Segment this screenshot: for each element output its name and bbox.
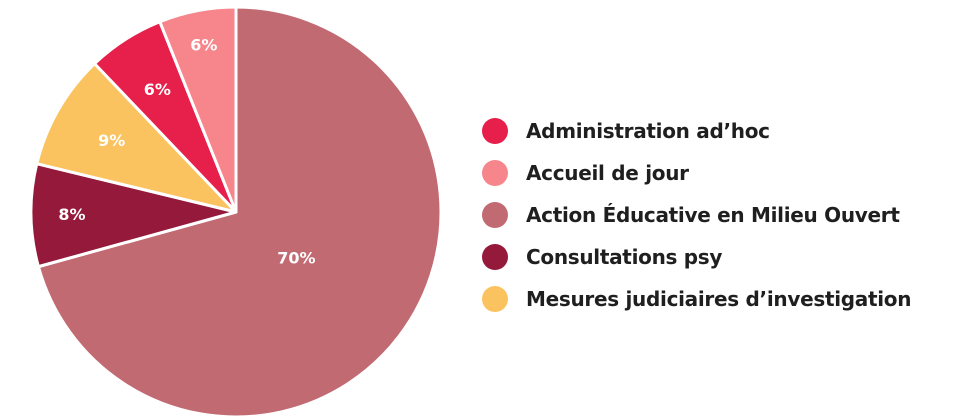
legend-item: Accueil de jour (482, 152, 911, 194)
slice-value-label: 6% (190, 35, 217, 54)
pie-slice (35, 62, 238, 214)
legend-label: Consultations psy (526, 245, 723, 269)
legend-swatch (482, 160, 508, 186)
legend-item: Mesures judiciaires d’investigation (482, 278, 911, 320)
legend-label: Accueil de jour (526, 161, 689, 185)
slice-value-label: 8% (58, 205, 85, 224)
pie-labels: 70% 8% 9% 6% 6% (58, 35, 315, 267)
legend-item: Administration ad’hoc (482, 110, 911, 152)
pie-slice (29, 162, 238, 269)
slice-value-label: 70% (277, 248, 315, 267)
legend-swatch (482, 286, 508, 312)
pie-slices (29, 5, 443, 419)
slice-value-label: 9% (98, 131, 125, 150)
legend-swatch (482, 202, 508, 228)
pie-slice (36, 5, 443, 419)
legend-swatch (482, 118, 508, 144)
pie-slice (158, 5, 238, 214)
slice-value-label: 6% (144, 80, 171, 99)
legend-item: Consultations psy (482, 236, 911, 278)
legend-item: Action Éducative en Milieu Ouvert (482, 194, 911, 236)
legend-swatch (482, 244, 508, 270)
chart-legend: Administration ad’hoc Accueil de jour Ac… (482, 110, 911, 320)
legend-label: Mesures judiciaires d’investigation (526, 287, 912, 311)
legend-label: Action Éducative en Milieu Ouvert (526, 203, 900, 227)
legend-label: Administration ad’hoc (526, 119, 770, 143)
